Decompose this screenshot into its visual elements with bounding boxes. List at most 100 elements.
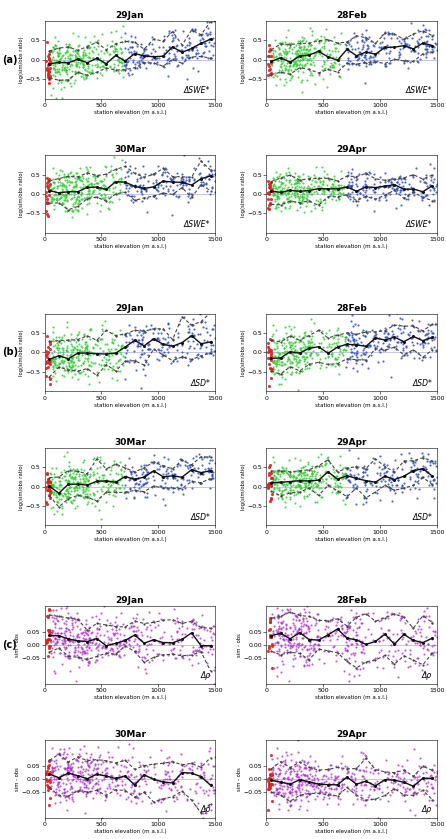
- Point: [400, 766, 407, 779]
- Point: [278, 198, 285, 211]
- Point: [414, 324, 421, 337]
- Point: [143, 191, 150, 205]
- Point: [73, 771, 80, 784]
- Point: [289, 59, 297, 72]
- Point: [311, 496, 318, 509]
- Point: [207, 463, 214, 477]
- Point: [267, 623, 274, 636]
- Point: [169, 32, 177, 45]
- Point: [81, 335, 88, 348]
- Point: [301, 478, 308, 492]
- Point: [45, 51, 53, 65]
- Point: [86, 358, 93, 372]
- Point: [363, 39, 370, 52]
- Point: [302, 350, 310, 363]
- Point: [423, 465, 430, 478]
- Point: [111, 616, 118, 629]
- Point: [45, 649, 52, 663]
- Point: [144, 467, 151, 481]
- Point: [430, 332, 438, 346]
- Point: [43, 467, 50, 481]
- Point: [50, 180, 57, 194]
- Point: [142, 476, 149, 489]
- Point: [355, 195, 362, 208]
- Point: [268, 181, 276, 195]
- Point: [339, 343, 347, 357]
- Point: [56, 357, 63, 370]
- Point: [126, 638, 133, 652]
- Point: [71, 490, 78, 503]
- Point: [310, 779, 317, 793]
- Point: [429, 781, 436, 795]
- Point: [335, 180, 343, 193]
- Point: [114, 58, 121, 71]
- Point: [60, 490, 67, 503]
- Point: [205, 172, 212, 185]
- Point: [298, 73, 305, 86]
- Point: [273, 70, 280, 83]
- Point: [62, 628, 69, 641]
- Point: [273, 470, 280, 483]
- Point: [273, 787, 280, 800]
- Point: [46, 775, 53, 789]
- Point: [97, 180, 104, 194]
- Point: [372, 779, 379, 792]
- Point: [110, 181, 117, 195]
- Point: [54, 49, 62, 62]
- Point: [399, 774, 406, 787]
- Point: [48, 753, 55, 767]
- Point: [57, 190, 64, 204]
- Point: [186, 175, 193, 188]
- Point: [326, 67, 334, 81]
- Point: [399, 780, 406, 794]
- Point: [55, 189, 62, 202]
- Point: [339, 347, 346, 360]
- Point: [205, 36, 212, 50]
- Point: [355, 168, 363, 181]
- Point: [181, 310, 188, 324]
- Point: [73, 59, 80, 72]
- Point: [345, 630, 352, 644]
- Point: [172, 651, 179, 664]
- Point: [278, 370, 285, 383]
- Point: [75, 171, 83, 185]
- Point: [50, 175, 57, 189]
- Point: [277, 775, 284, 789]
- Point: [149, 43, 157, 56]
- Point: [432, 625, 439, 638]
- Point: [52, 374, 59, 388]
- Point: [54, 633, 61, 646]
- Point: [74, 628, 81, 642]
- Point: [399, 486, 406, 499]
- Point: [142, 774, 149, 787]
- Point: [109, 44, 116, 57]
- Point: [87, 322, 94, 336]
- Point: [401, 763, 408, 777]
- Point: [211, 750, 218, 763]
- Point: [116, 627, 123, 640]
- Point: [76, 173, 83, 186]
- Point: [305, 344, 312, 357]
- Point: [94, 466, 101, 480]
- Point: [388, 656, 395, 670]
- Point: [67, 70, 74, 83]
- Point: [302, 653, 310, 666]
- Point: [401, 617, 409, 630]
- Point: [84, 483, 91, 497]
- Point: [211, 319, 218, 332]
- Point: [282, 76, 289, 89]
- Point: [87, 177, 95, 190]
- Point: [324, 347, 331, 360]
- Point: [326, 779, 333, 792]
- Point: [275, 191, 282, 205]
- Point: [185, 51, 192, 65]
- Point: [196, 476, 203, 489]
- Point: [287, 173, 294, 186]
- Point: [288, 366, 295, 379]
- Point: [296, 785, 303, 799]
- X-axis label: station elevation (m a.s.l.): station elevation (m a.s.l.): [315, 244, 388, 249]
- Point: [199, 467, 206, 481]
- Point: [264, 772, 272, 785]
- Point: [89, 763, 96, 776]
- Point: [70, 756, 77, 769]
